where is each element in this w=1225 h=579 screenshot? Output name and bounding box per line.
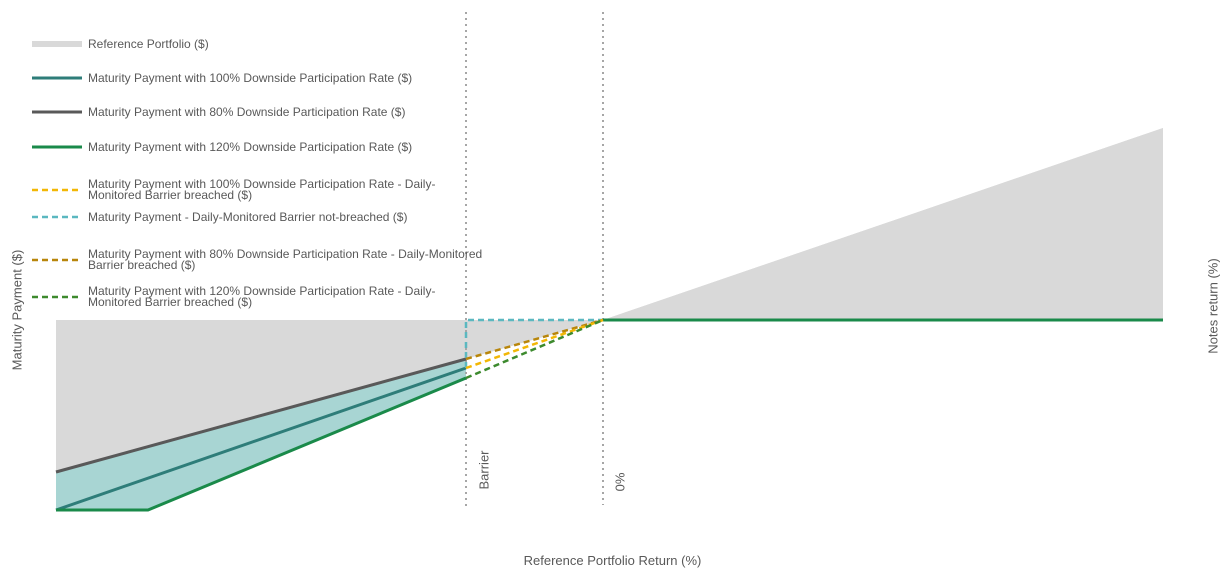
legend-swatch (32, 211, 82, 223)
reference-area-upside (603, 128, 1163, 320)
legend-swatch (32, 141, 82, 153)
x-axis-title: Reference Portfolio Return (%) (523, 553, 702, 568)
dashed-80-breached (465, 318, 604, 361)
y-axis-title-right: Notes return (%) (1205, 258, 1221, 354)
legend-item: Maturity Payment with 120% Downside Part… (32, 284, 488, 309)
line-120-participation (56, 376, 467, 512)
line-80-participation (55, 357, 467, 474)
legend-item: Maturity Payment with 120% Downside Part… (32, 141, 412, 153)
dashed-not-breached (464, 318, 603, 368)
legend-swatch (32, 106, 82, 118)
legend-swatch (32, 254, 82, 266)
legend-label: Maturity Payment with 80% Downside Parti… (88, 247, 483, 272)
legend-item: Maturity Payment - Daily-Monitored Barri… (32, 211, 407, 223)
legend-swatch (32, 184, 82, 196)
legend-item: Maturity Payment with 80% Downside Parti… (32, 106, 405, 118)
dashed-100-breached (465, 318, 604, 370)
barrier-marker-label: Barrier (476, 450, 492, 490)
legend-item: Maturity Payment with 80% Downside Parti… (32, 247, 488, 272)
zero-marker-label: 0% (612, 472, 628, 492)
legend-item: Maturity Payment with 100% Downside Part… (32, 177, 488, 202)
dashed-120-breached (465, 318, 604, 380)
legend-label: Maturity Payment with 120% Downside Part… (88, 139, 413, 154)
downside-band (56, 359, 466, 510)
legend-label: Maturity Payment with 100% Downside Part… (88, 70, 413, 85)
legend-item: Maturity Payment with 100% Downside Part… (32, 72, 412, 84)
legend-swatch (32, 291, 82, 303)
legend-label: Reference Portfolio ($) (88, 36, 209, 51)
legend-item: Reference Portfolio ($) (32, 38, 209, 50)
y-axis-title-left: Maturity Payment ($) (9, 249, 25, 371)
legend-label: Maturity Payment - Daily-Monitored Barri… (88, 209, 408, 224)
legend-swatch (32, 38, 82, 50)
legend-label: Maturity Payment with 80% Downside Parti… (88, 104, 406, 119)
line-100-participation (55, 366, 467, 512)
legend-label: Maturity Payment with 120% Downside Part… (88, 284, 436, 309)
legend-label: Maturity Payment with 100% Downside Part… (88, 177, 436, 202)
legend-swatch (32, 72, 82, 84)
